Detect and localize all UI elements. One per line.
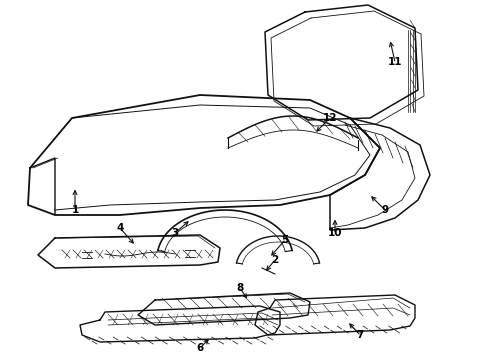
Text: 3: 3 bbox=[172, 228, 179, 238]
Text: 8: 8 bbox=[236, 283, 244, 293]
Text: 7: 7 bbox=[356, 330, 364, 340]
Text: 10: 10 bbox=[328, 228, 342, 238]
Text: 4: 4 bbox=[116, 223, 123, 233]
Text: 5: 5 bbox=[281, 235, 289, 245]
Text: 1: 1 bbox=[72, 205, 78, 215]
Text: 6: 6 bbox=[196, 343, 204, 353]
Text: 12: 12 bbox=[323, 113, 337, 123]
Text: 9: 9 bbox=[381, 205, 389, 215]
Text: 2: 2 bbox=[271, 255, 279, 265]
Text: 11: 11 bbox=[388, 57, 402, 67]
